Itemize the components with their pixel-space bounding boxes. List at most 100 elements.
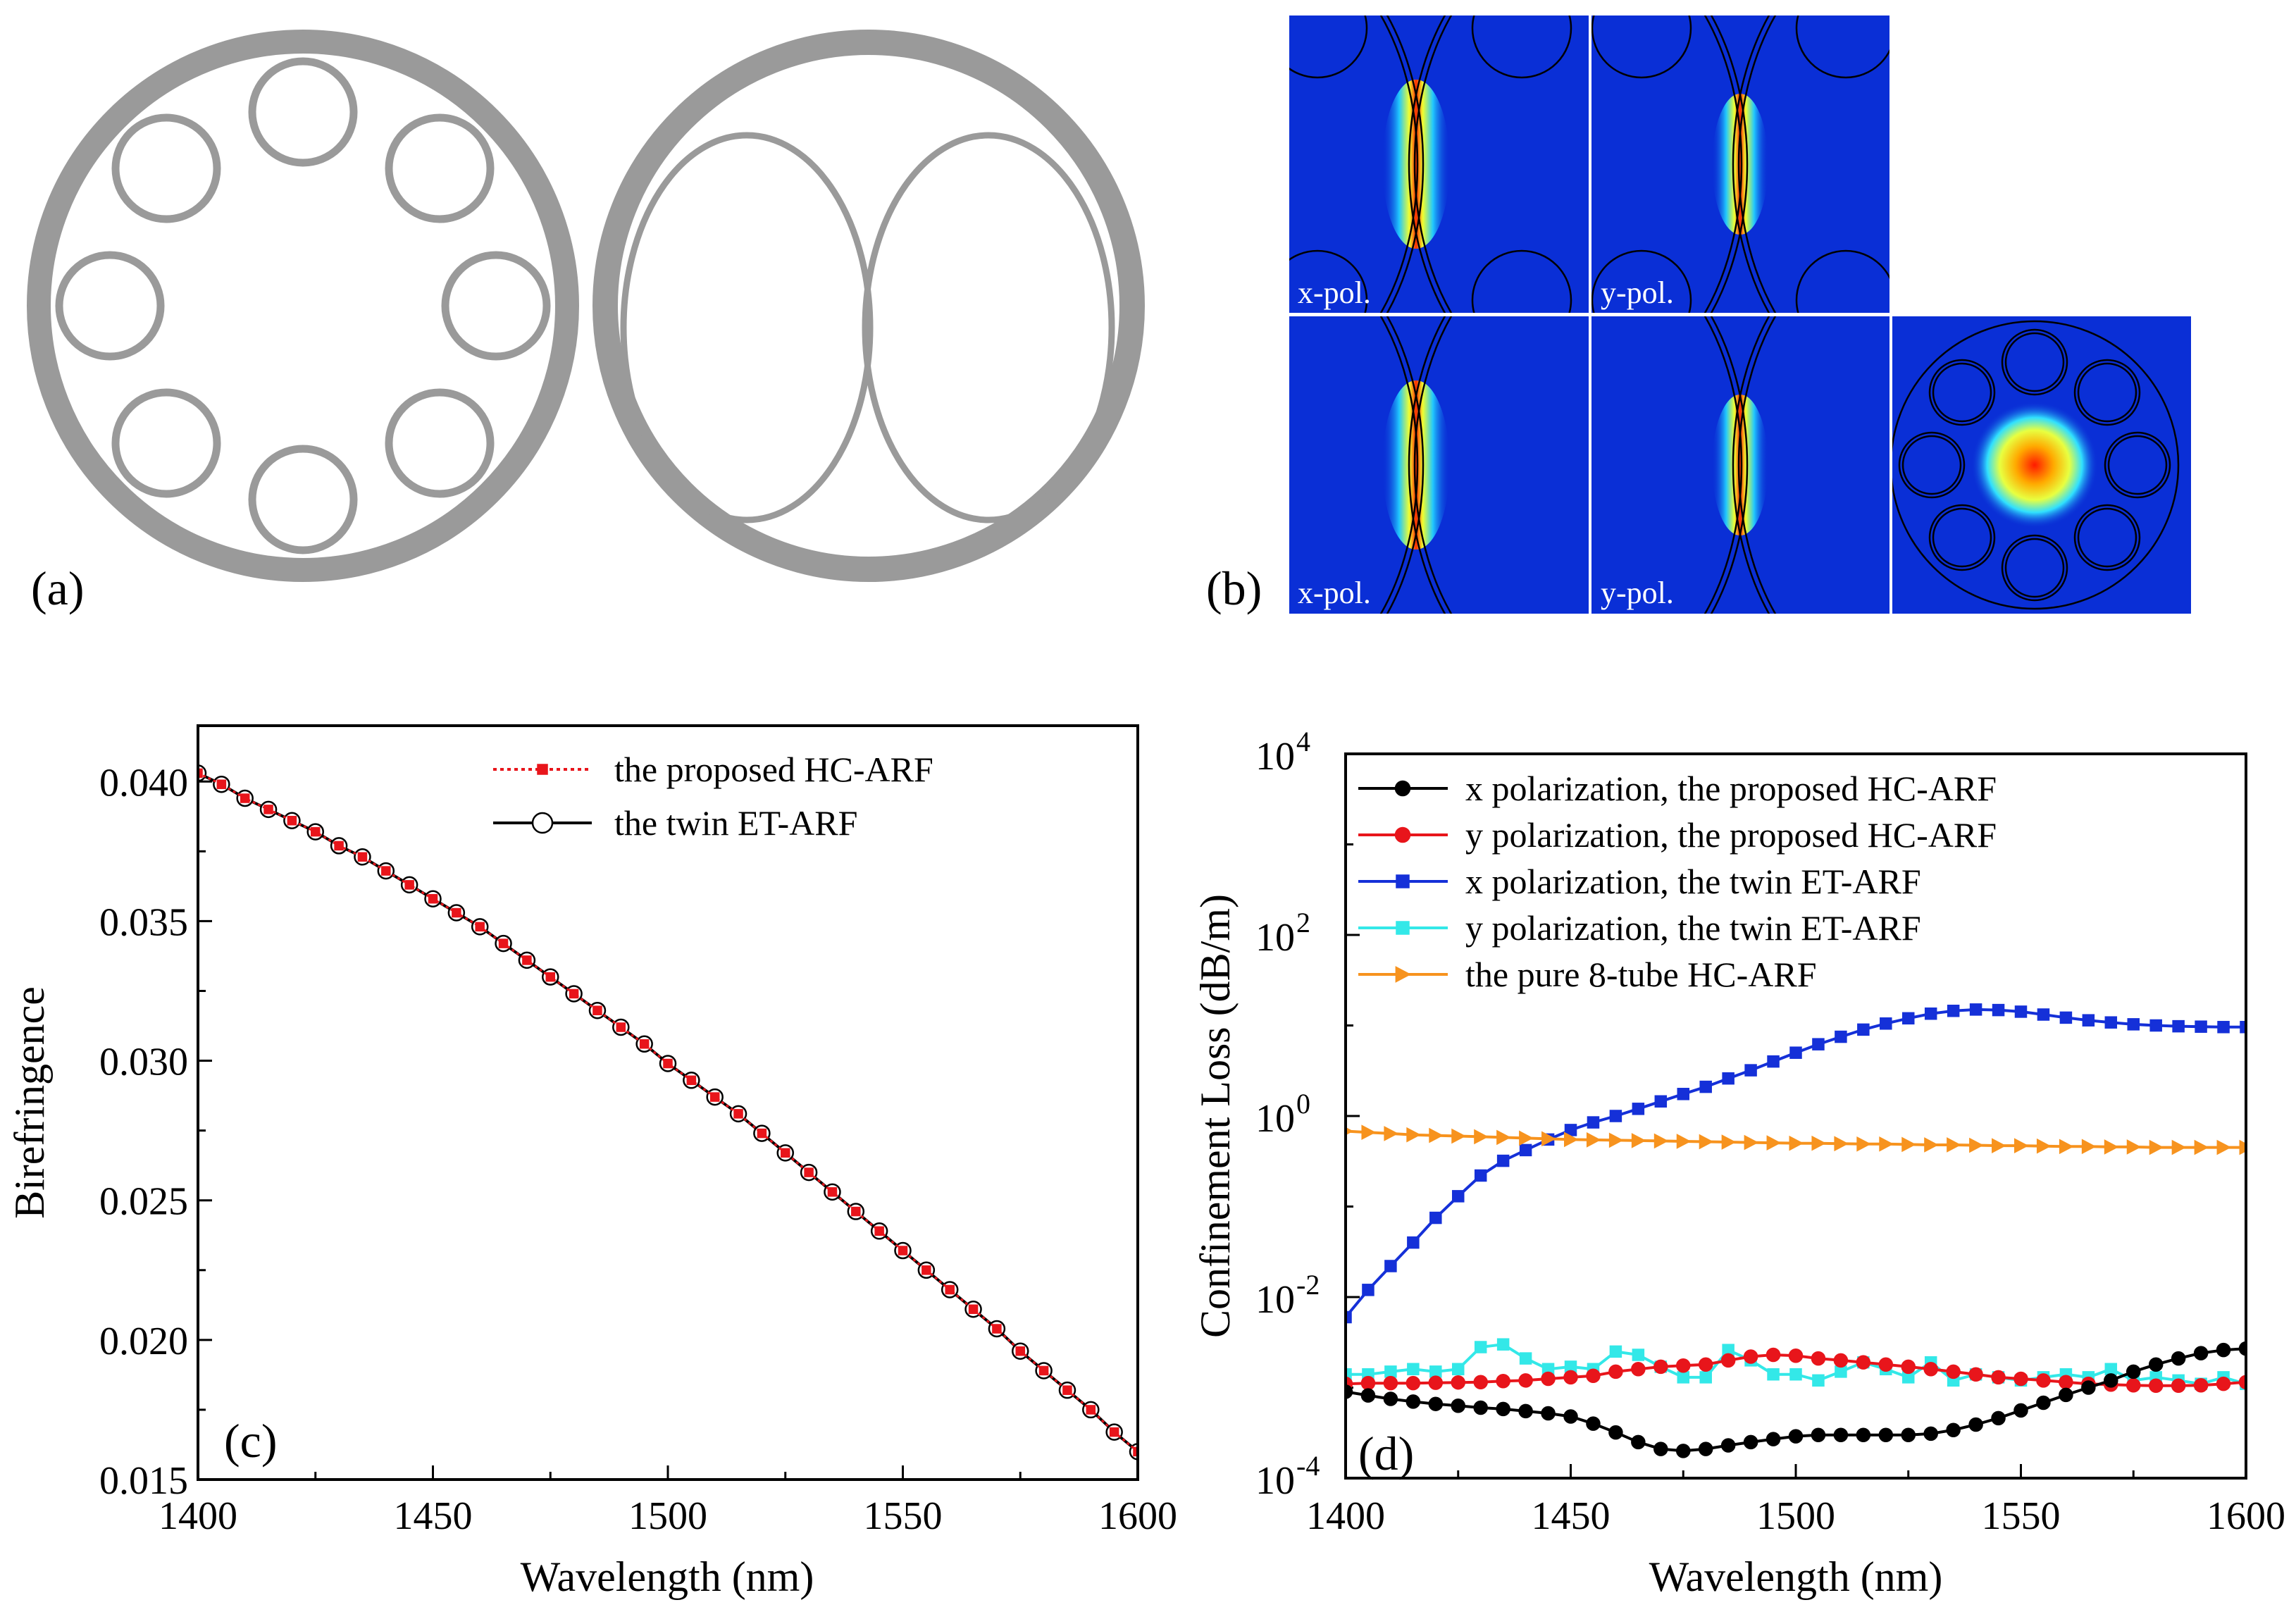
legend-marker-d-4 (1395, 966, 1412, 983)
chart-d-marker-series-2 (1362, 1284, 1375, 1296)
marker-proposed-hc-arf (921, 1265, 931, 1275)
chart-d-marker-series-0 (1383, 1391, 1398, 1406)
marker-proposed-hc-arf (1062, 1385, 1072, 1395)
chart-d-marker-series-1 (1968, 1367, 1983, 1382)
chart-d-marker-series-1 (1518, 1373, 1533, 1388)
chart-d-marker-series-0 (1720, 1438, 1736, 1453)
mode-label-4: y-pol. (1601, 576, 1674, 610)
chart-d-marker-series-0 (1541, 1406, 1556, 1421)
chart-d-marker-series-4 (1451, 1128, 1466, 1144)
chart-d-marker-series-4 (1361, 1124, 1377, 1141)
marker-proposed-hc-arf (216, 779, 227, 789)
panel-c-label: (c) (224, 1414, 277, 1468)
chart-d-marker-series-4 (1631, 1133, 1646, 1148)
chart-d-marker-series-4 (1901, 1136, 1916, 1153)
chart-c-ylabel: Birefringence (6, 986, 53, 1219)
chart-d-marker-series-2 (2149, 1019, 2162, 1032)
marker-proposed-hc-arf (357, 852, 368, 862)
marker-proposed-hc-arf (404, 880, 414, 890)
marker-proposed-hc-arf (381, 866, 391, 876)
mode-label-1: x-pol. (1298, 275, 1371, 310)
chart-d-marker-series-4 (2171, 1139, 2187, 1155)
chart-d-marker-series-0 (1833, 1427, 1849, 1442)
chart-d-marker-series-4 (1519, 1130, 1534, 1146)
chart-d-xtick-label: 1600 (2207, 1494, 2285, 1538)
chart-d-marker-series-3 (1452, 1363, 1465, 1376)
chart-d-marker-series-4 (2036, 1138, 2052, 1154)
chart-c-ytick-label: 0.035 (99, 900, 188, 944)
chart-c-frame (197, 724, 1139, 1481)
chart-d-marker-series-0 (1451, 1399, 1465, 1413)
chart-c-ytick-label: 0.040 (99, 761, 188, 805)
marker-proposed-hc-arf (874, 1226, 884, 1236)
chart-d-marker-series-0 (1518, 1403, 1533, 1419)
chart-c-xtick-label: 1600 (1098, 1494, 1177, 1538)
chart-d-marker-series-3 (1632, 1348, 1645, 1361)
chart-d-marker-series-4 (1721, 1134, 1737, 1150)
legend-label-proposed-hc-arf: the proposed HC-ARF (614, 750, 933, 789)
chart-d-marker-series-2 (1992, 1003, 2005, 1017)
chart-d-marker-series-4 (1541, 1131, 1556, 1147)
mode-field-map-1: x-pol. (1289, 16, 1589, 313)
chart-d-marker-series-2 (1880, 1017, 1892, 1030)
marker-proposed-hc-arf (1109, 1427, 1119, 1437)
chart-c-ytick-label: 0.020 (99, 1320, 188, 1363)
chart-d-marker-series-0 (2193, 1346, 2209, 1360)
chart-d-marker-series-4 (1789, 1135, 1804, 1151)
chart-d-marker-series-0 (1923, 1426, 1938, 1442)
chart-d-marker-series-1 (2148, 1378, 2164, 1394)
marker-proposed-hc-arf (968, 1304, 979, 1315)
legend-marker-d-2 (1396, 874, 1410, 888)
mode-field-map-4: y-pol. (1591, 316, 1889, 614)
chart-d-marker-series-0 (1991, 1410, 2006, 1426)
chart-d-marker-series-1 (1496, 1374, 1510, 1389)
marker-proposed-hc-arf (1038, 1365, 1049, 1376)
chart-c-ytick-label: 0.015 (99, 1459, 188, 1503)
panel-d-label: (d) (1358, 1427, 1414, 1480)
chart-d-marker-series-1 (2216, 1376, 2231, 1391)
chart-d-marker-series-2 (1902, 1012, 1915, 1025)
chart-d-marker-series-1 (1428, 1375, 1444, 1390)
marker-proposed-hc-arf (804, 1167, 814, 1177)
chart-d-marker-series-2 (1699, 1080, 1712, 1093)
series-line-twin-et-arf (197, 771, 1138, 1453)
marker-proposed-hc-arf (1015, 1346, 1025, 1356)
chart-d-marker-series-0 (1856, 1427, 1871, 1442)
marker-proposed-hc-arf (334, 841, 344, 851)
marker-proposed-hc-arf (287, 815, 297, 826)
chart-d-marker-series-2 (1519, 1143, 1532, 1157)
chart-d-marker-series-2 (1789, 1046, 1802, 1059)
chart-d-marker-series-0 (1653, 1442, 1668, 1456)
chart-d-marker-series-1 (1878, 1357, 1894, 1372)
chart-d-marker-series-1 (1788, 1348, 1804, 1363)
chart-d-marker-series-1 (1923, 1362, 1938, 1377)
chart-d-marker-series-4 (2059, 1139, 2074, 1155)
chart-d-marker-series-1 (1608, 1364, 1623, 1380)
chart-d-marker-series-1 (1811, 1351, 1826, 1366)
chart-d-marker-series-1 (1653, 1359, 1668, 1375)
chart-d-marker-series-2 (1496, 1154, 1510, 1167)
chart-d-marker-series-2 (2037, 1008, 2050, 1021)
chart-d-marker-series-4 (1608, 1132, 1624, 1148)
chart-c-ytick-label: 0.025 (99, 1180, 188, 1224)
chart-d-marker-series-2 (1857, 1023, 1870, 1036)
marker-proposed-hc-arf (851, 1206, 861, 1217)
marker-proposed-hc-arf (709, 1092, 720, 1102)
chart-d-ytick-label: 10 (1255, 916, 1295, 960)
mode-field-map-3: x-pol. (1289, 316, 1589, 614)
chart-d-marker-series-0 (1496, 1401, 1510, 1417)
chart-d-marker-series-0 (2059, 1387, 2073, 1403)
chart-d-marker-series-2 (1947, 1005, 1960, 1017)
chart-d-marker-series-1 (1698, 1357, 1713, 1372)
chart-d-marker-series-4 (1947, 1137, 1961, 1153)
marker-proposed-hc-arf (311, 826, 321, 837)
chart-d-marker-series-1 (1631, 1362, 1646, 1377)
chart-d-marker-series-0 (2013, 1403, 2028, 1418)
chart-d-xtick-label: 1550 (1982, 1494, 2061, 1538)
chart-d-marker-series-1 (1901, 1359, 1916, 1375)
chart-d-ytick-exponent: -4 (1296, 1450, 1320, 1482)
chart-d-marker-series-0 (2148, 1357, 2164, 1372)
chart-d-marker-series-4 (1744, 1134, 1759, 1151)
mode-field-map-5 (1892, 316, 2191, 614)
